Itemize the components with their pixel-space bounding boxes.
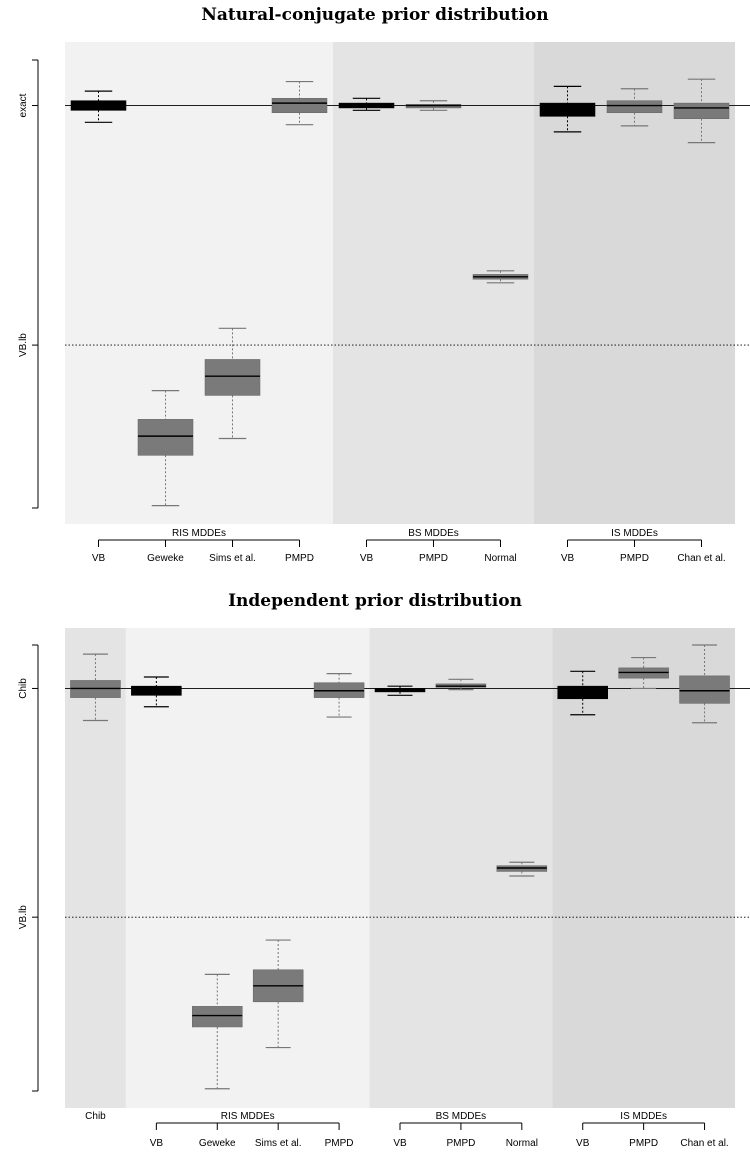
box-body bbox=[271, 98, 328, 114]
box-3 bbox=[192, 973, 243, 1090]
box-6 bbox=[374, 685, 426, 696]
group-label: RIS MDDEs bbox=[172, 528, 226, 539]
box-6 bbox=[405, 100, 462, 111]
box-11 bbox=[679, 644, 730, 724]
chart-title: Independent prior distribution bbox=[228, 591, 522, 611]
box-4 bbox=[252, 939, 304, 1049]
box-5 bbox=[338, 97, 395, 111]
category-label: PMPD bbox=[325, 1138, 354, 1149]
group-label: RIS MDDEs bbox=[221, 1111, 275, 1122]
box-2 bbox=[137, 390, 194, 507]
box-body bbox=[204, 359, 261, 396]
box-body bbox=[539, 102, 596, 117]
box-1 bbox=[70, 90, 127, 123]
box-10 bbox=[618, 656, 669, 690]
category-label: Sims et al. bbox=[209, 553, 256, 564]
box-2 bbox=[131, 676, 182, 708]
y-tick-label: VB.lb bbox=[18, 905, 29, 929]
group-label: IS MDDEs bbox=[611, 528, 658, 539]
box-body bbox=[606, 100, 663, 114]
category-label: Geweke bbox=[147, 553, 184, 564]
category-label: PMPD bbox=[285, 553, 314, 564]
box-7 bbox=[472, 270, 529, 284]
box-3 bbox=[204, 327, 261, 440]
box-1 bbox=[70, 653, 121, 722]
category-label: Chan et al. bbox=[680, 1138, 728, 1149]
box-body bbox=[192, 1006, 243, 1028]
category-label: Geweke bbox=[199, 1138, 236, 1149]
category-label: PMPD bbox=[446, 1138, 475, 1149]
chart-0: Natural-conjugate prior distribution exac… bbox=[18, 5, 750, 564]
category-label: Chan et al. bbox=[677, 553, 725, 564]
box-body bbox=[673, 102, 730, 119]
category-label: VB bbox=[92, 553, 106, 564]
box-9 bbox=[606, 88, 663, 127]
category-label: VB bbox=[360, 553, 374, 564]
chart-1: Independent prior distribution Chib VB.lb C… bbox=[18, 591, 750, 1149]
box-10 bbox=[673, 78, 730, 144]
box-8 bbox=[539, 85, 596, 133]
y-tick-label: Chib bbox=[18, 678, 29, 699]
group-label: IS MDDEs bbox=[620, 1111, 667, 1122]
category-label: VB bbox=[576, 1138, 590, 1149]
box-body bbox=[557, 685, 608, 700]
box-4 bbox=[271, 80, 328, 126]
group-label: Chib bbox=[85, 1111, 106, 1122]
category-label: VB bbox=[150, 1138, 164, 1149]
box-body bbox=[679, 675, 730, 704]
box-7 bbox=[435, 678, 487, 691]
y-tick-label: exact bbox=[18, 93, 29, 117]
panel-background bbox=[65, 42, 333, 524]
group-label: BS MDDEs bbox=[408, 528, 459, 539]
panel-background bbox=[125, 628, 370, 1108]
box-8 bbox=[496, 861, 548, 877]
category-label: PMPD bbox=[620, 553, 649, 564]
category-label: VB bbox=[393, 1138, 407, 1149]
category-label: PMPD bbox=[629, 1138, 658, 1149]
category-label: Normal bbox=[484, 553, 516, 564]
category-label: Sims et al. bbox=[255, 1138, 302, 1149]
category-label: PMPD bbox=[419, 553, 448, 564]
panel-background bbox=[65, 628, 126, 1108]
category-label: VB bbox=[561, 553, 575, 564]
box-body bbox=[137, 419, 194, 456]
category-label: Normal bbox=[506, 1138, 538, 1149]
group-label: BS MDDEs bbox=[436, 1111, 487, 1122]
y-tick-label: VB.lb bbox=[18, 333, 29, 357]
chart-title: Natural-conjugate prior distribution bbox=[201, 5, 548, 25]
box-5 bbox=[313, 672, 365, 718]
box-9 bbox=[557, 670, 608, 716]
